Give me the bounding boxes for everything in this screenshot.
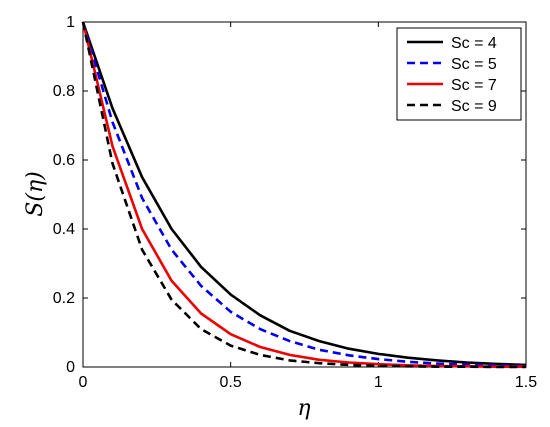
legend-box (396, 27, 522, 121)
legend-label-3: Sc = 7 (451, 77, 497, 94)
series-line-1 (81, 21, 527, 367)
y-tick-label: 0.2 (53, 290, 75, 307)
series-line-2 (81, 21, 527, 368)
y-tick-label: 0 (66, 359, 75, 376)
legend-label-4: Sc = 9 (451, 98, 497, 115)
y-tick-label: 0.6 (53, 152, 75, 169)
y-tick-label: 0.4 (53, 221, 75, 238)
legend-label-2: Sc = 5 (451, 56, 497, 73)
y-axis-title: S(η) (23, 171, 48, 216)
legend: Sc = 4 Sc = 5 Sc = 7 Sc = 9 (396, 27, 522, 121)
axis-ticks: 0 0.5 1 1.5 0 0.2 0.4 0.6 0.8 1 (53, 14, 537, 391)
y-tick-label: 0.8 (53, 83, 75, 100)
series-line-4 (81, 21, 526, 369)
x-tick-label: 0 (79, 374, 88, 391)
series-layer (81, 21, 527, 369)
x-axis-title: η (297, 396, 310, 421)
x-tick-label: 0.5 (220, 374, 242, 391)
x-tick-label: 1.5 (515, 374, 537, 391)
legend-label-1: Sc = 4 (451, 35, 497, 52)
y-tick-label: 1 (66, 14, 75, 31)
x-tick-label: 1 (374, 374, 383, 391)
